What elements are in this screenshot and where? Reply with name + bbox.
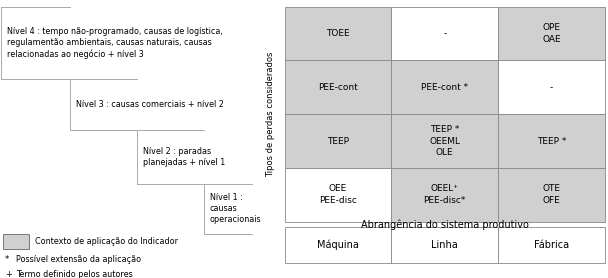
Text: TOEE: TOEE bbox=[326, 29, 350, 38]
Text: OPE
OAE: OPE OAE bbox=[542, 23, 561, 44]
Bar bbox=[392, 7, 498, 60]
Text: PEE-cont *: PEE-cont * bbox=[421, 83, 468, 92]
Text: Contexto de aplicação do Indicador: Contexto de aplicação do Indicador bbox=[35, 237, 178, 246]
Text: Termo definido pelos autores: Termo definido pelos autores bbox=[16, 270, 133, 278]
Bar bbox=[498, 168, 605, 222]
Bar bbox=[392, 168, 498, 222]
Text: Máquina: Máquina bbox=[317, 240, 359, 250]
Text: Tipos de perdas considerados: Tipos de perdas considerados bbox=[266, 51, 275, 177]
Bar bbox=[3, 234, 29, 249]
Bar bbox=[498, 60, 605, 114]
Text: -: - bbox=[443, 29, 446, 38]
Text: OEEL⁺
PEE-disc*: OEEL⁺ PEE-disc* bbox=[424, 184, 466, 205]
Text: Nível 2 : paradas
planejadas + nível 1: Nível 2 : paradas planejadas + nível 1 bbox=[143, 147, 225, 167]
Bar bbox=[285, 7, 392, 60]
Text: -: - bbox=[550, 83, 553, 92]
Text: Nível 3 : causas comerciais + nível 2: Nível 3 : causas comerciais + nível 2 bbox=[76, 100, 224, 109]
Text: Nível 4 : tempo não-programado, causas de logística,
regulamentão ambientais, ca: Nível 4 : tempo não-programado, causas d… bbox=[7, 27, 223, 59]
Bar bbox=[498, 7, 605, 60]
Text: Nível 1 :
causas
operacionais: Nível 1 : causas operacionais bbox=[210, 193, 261, 224]
Text: +: + bbox=[5, 270, 12, 278]
Bar bbox=[392, 227, 498, 263]
Text: Abrangência do sistema produtivo: Abrangência do sistema produtivo bbox=[361, 219, 529, 230]
Bar bbox=[498, 114, 605, 168]
Bar bbox=[285, 168, 392, 222]
Text: Possível extensão da aplicação: Possível extensão da aplicação bbox=[16, 255, 142, 264]
Bar bbox=[285, 114, 392, 168]
Text: *: * bbox=[5, 255, 9, 264]
Text: OEE
PEE-disc: OEE PEE-disc bbox=[319, 184, 357, 205]
Text: PEE-cont: PEE-cont bbox=[318, 83, 358, 92]
Bar bbox=[285, 227, 392, 263]
Bar bbox=[392, 114, 498, 168]
Text: TEEP *
OEEML
OLE: TEEP * OEEML OLE bbox=[429, 125, 460, 157]
Text: OTE
OFE: OTE OFE bbox=[542, 184, 561, 205]
Text: Fábrica: Fábrica bbox=[534, 240, 569, 250]
Text: TEEP: TEEP bbox=[327, 136, 349, 145]
Text: Linha: Linha bbox=[432, 240, 458, 250]
Text: TEEP *: TEEP * bbox=[537, 136, 566, 145]
Bar bbox=[285, 60, 392, 114]
Bar bbox=[498, 227, 605, 263]
Bar bbox=[392, 60, 498, 114]
